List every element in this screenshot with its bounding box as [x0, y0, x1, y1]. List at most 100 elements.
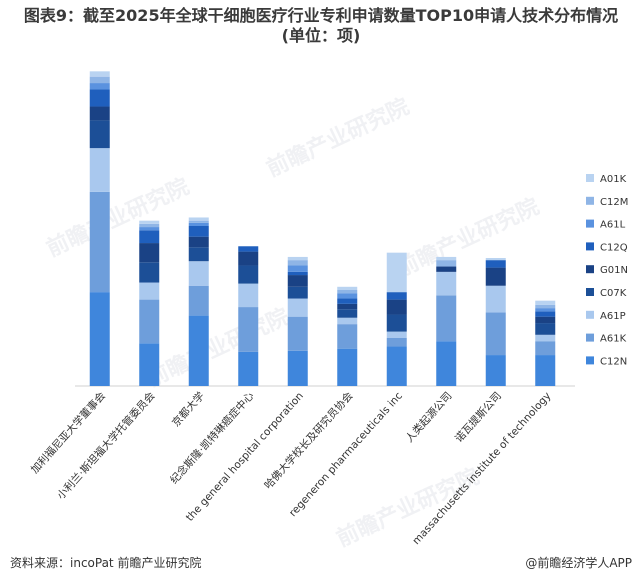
x-tick-label: regeneron pharmaceuticals inc: [287, 390, 405, 519]
bar-segment-c07k: [337, 309, 358, 318]
bar-segment-c12n: [337, 348, 358, 386]
bar-segment-a61p: [287, 298, 308, 317]
legend-label-a61p: A61P: [600, 311, 626, 322]
x-tick-label: 京都大学: [169, 389, 207, 429]
bar-segment-c12q: [535, 311, 556, 317]
bar-segment-g01n: [535, 316, 556, 324]
bar-segment-a61k: [89, 191, 110, 293]
x-tick-label: 诺瓦提斯公司: [452, 389, 504, 445]
bar-segment-c12n: [89, 292, 110, 386]
bar-segment-c12m: [89, 76, 110, 84]
bar-segment-a61p: [535, 334, 556, 342]
legend-label-c12q: C12Q: [600, 242, 628, 253]
legend-label-g01n: G01N: [600, 265, 628, 276]
bar-segment-a61k: [139, 299, 160, 344]
legend-swatch-c12m: [586, 196, 594, 205]
bar-segment-a61p: [386, 331, 407, 338]
bar-segment-c12q: [89, 89, 110, 107]
brand-label: @前瞻经济学人APP: [525, 556, 632, 570]
bar-segment-c12m: [287, 260, 308, 266]
x-tick-label: 小利兰·斯坦福大学托管委员会: [54, 389, 158, 502]
bar-segment-a61k: [238, 307, 259, 352]
bar-segment-c07k: [287, 286, 308, 299]
bar-segment-c12q: [337, 298, 358, 304]
chart-title-line2: (单位：项): [281, 26, 361, 45]
bar-segment-a61k: [386, 338, 407, 347]
bar-segment-a61l: [139, 227, 160, 231]
bar-segment-a61p: [337, 317, 358, 325]
bar-segment-a61p: [89, 148, 110, 192]
bar-segment-a01k: [139, 220, 160, 224]
bar-segment-g01n: [188, 236, 209, 248]
bar-segment-a61l: [287, 265, 308, 272]
bar-segment-a61k: [535, 341, 556, 356]
bar-segment-g01n: [386, 299, 407, 315]
legend-label-c12m: C12M: [600, 197, 628, 208]
legend-label-a61l: A61L: [600, 220, 626, 231]
bar-segment-a01k: [436, 256, 457, 261]
legend-swatch-c12n: [586, 356, 594, 365]
bar-segment-g01n: [238, 251, 259, 266]
bar-segment-c12q: [188, 226, 209, 237]
bar-segment-a01k: [287, 256, 308, 261]
chart-title-line1: 图表9：截至2025年全球干细胞医疗行业专利申请数量TOP10申请人技术分布情况: [23, 6, 619, 25]
bar-segment-c12q: [485, 260, 506, 268]
legend-label-a01k: A01K: [600, 174, 627, 185]
legend-swatch-c12q: [586, 242, 594, 251]
bar-segment-a61p: [238, 283, 259, 308]
bar-segment-g01n: [436, 266, 457, 272]
bar-segment-c12q: [139, 230, 160, 244]
bar-segment-c07k: [386, 314, 407, 332]
bar-segment-a61l: [535, 308, 556, 312]
bar-segment-a01k: [386, 252, 407, 293]
bar-segment-a01k: [89, 71, 110, 77]
bar-segment-c12q: [386, 292, 407, 300]
legend-swatch-c07k: [586, 288, 594, 296]
source-note: 资料来源：incoPat 前瞻产业研究院: [10, 556, 202, 570]
bar-segment-a61k: [337, 324, 358, 349]
bar-segment-g01n: [89, 106, 110, 121]
legend-label-a61k: A61K: [600, 334, 627, 345]
legend-swatch-a61l: [586, 219, 594, 228]
bar-segment-c12n: [188, 315, 209, 386]
bar-segment-c12m: [139, 223, 160, 228]
bar-segment-a61p: [139, 282, 160, 300]
bar-segment-c12m: [436, 260, 457, 267]
bar-segment-c12n: [485, 355, 506, 386]
bar-segment-c07k: [188, 247, 209, 262]
bar-segment-c12n: [139, 343, 160, 386]
bar-segment-a01k: [485, 258, 506, 261]
bar-segment-c07k: [139, 262, 160, 283]
bar-segment-a01k: [188, 217, 209, 221]
chart-title: 图表9：截至2025年全球干细胞医疗行业专利申请数量TOP10申请人技术分布情况…: [0, 6, 642, 46]
x-tick-label: 纪念斯隆·凯特琳癌症中心: [167, 389, 257, 486]
x-tick-label: 哈佛大学校长及研究员协会: [262, 389, 356, 492]
x-tick-label: 人类起源公司: [403, 389, 455, 445]
bar-segment-g01n: [485, 267, 506, 286]
bar-segment-c12n: [287, 350, 308, 386]
bar-segment-c12n: [386, 346, 407, 386]
bar-segment-c12q: [287, 271, 308, 276]
bar-segment-a61k: [188, 285, 209, 316]
bar-segment-a61k: [287, 316, 308, 351]
legend-label-c12n: C12N: [600, 356, 627, 367]
bar-segment-c12m: [188, 220, 209, 223]
legend-swatch-a61p: [586, 310, 594, 319]
legend-swatch-a01k: [586, 174, 594, 182]
legend-label-c07k: C07K: [600, 288, 627, 299]
bar-segment-c12n: [436, 341, 457, 386]
bar-segment-g01n: [337, 303, 358, 310]
bar-segment-a61l: [337, 293, 358, 299]
bar-segment-a61l: [89, 83, 110, 90]
bar-segment-c12m: [337, 290, 358, 294]
bar-segment-c12n: [535, 355, 556, 386]
bar-segment-a01k: [535, 300, 556, 305]
bar-segment-c12q: [238, 246, 259, 252]
bar-segment-c07k: [535, 323, 556, 335]
bar-segment-c07k: [238, 265, 259, 284]
bar-segment-a61p: [188, 261, 209, 286]
legend-swatch-g01n: [586, 265, 594, 274]
bar-segment-a01k: [337, 286, 358, 290]
bar-segment-a61k: [436, 295, 457, 342]
